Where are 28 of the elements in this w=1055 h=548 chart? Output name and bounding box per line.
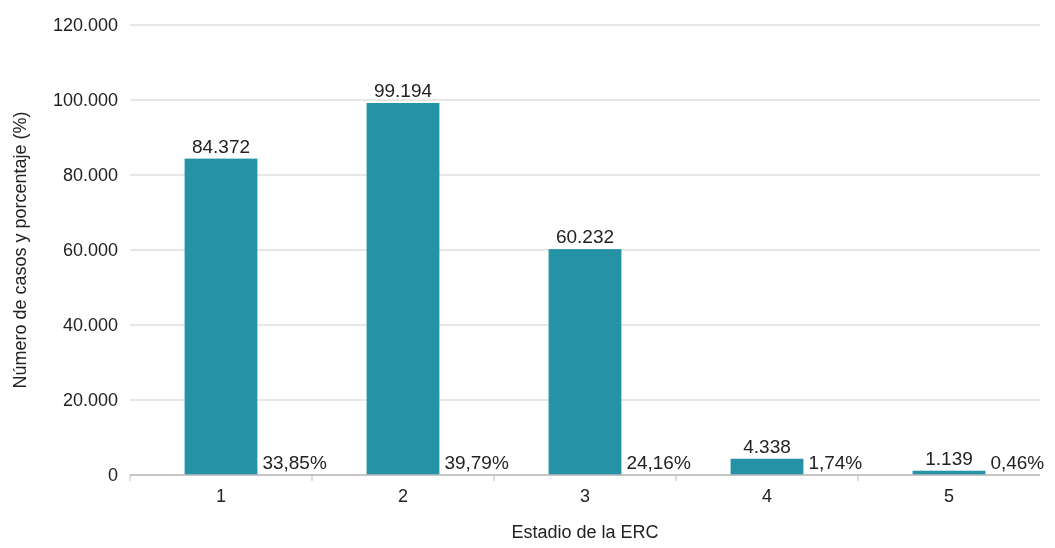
- x-tick-label: 4: [761, 486, 773, 506]
- bar: [184, 158, 258, 475]
- annotation: 39,79%: [444, 452, 509, 473]
- x-tick-label: 3: [579, 486, 591, 506]
- x-tick-label: 5: [943, 486, 955, 506]
- data-label: 4.338: [743, 435, 791, 457]
- annotation: 1,74%: [808, 452, 863, 473]
- y-tick-label: 120.000: [52, 15, 118, 36]
- data-label: 99.194: [373, 80, 433, 102]
- annotation: 24,16%: [626, 452, 691, 473]
- data-label: 60.232: [555, 226, 615, 248]
- y-tick-label: 80.000: [62, 165, 118, 186]
- x-tick-label: 1: [215, 486, 227, 506]
- x-tick-label: 2: [397, 486, 409, 506]
- y-tick-label: 40.000: [62, 315, 118, 336]
- annotation: 33,85%: [262, 452, 327, 473]
- y-axis-title: Número de casos y porcentaje (%): [10, 111, 30, 389]
- bar: [366, 103, 440, 475]
- data-label: 84.372: [191, 135, 251, 157]
- data-label: 1.139: [925, 447, 973, 469]
- bar: [730, 458, 804, 475]
- y-tick-label: 20.000: [62, 390, 118, 411]
- y-tick-label: 100.000: [52, 90, 118, 111]
- bar: [548, 249, 622, 475]
- x-axis-title: Estadio de la ERC: [511, 522, 659, 542]
- annotation: 0,46%: [990, 452, 1045, 473]
- y-tick-label: 60.000: [62, 240, 118, 261]
- y-tick-label: 0: [107, 465, 118, 486]
